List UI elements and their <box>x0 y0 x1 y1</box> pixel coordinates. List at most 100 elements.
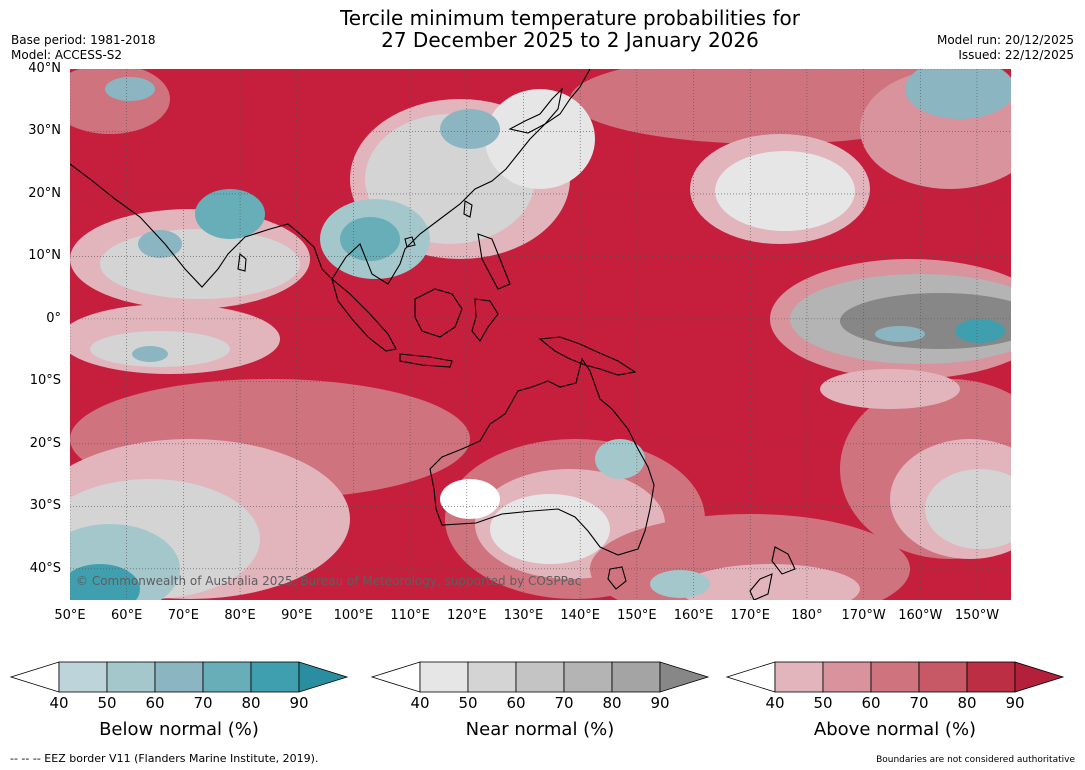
colorbar-tick-label: 70 <box>554 694 574 712</box>
longitude-label: 150°E <box>617 608 657 623</box>
colorbar-below-swatch <box>9 661 349 693</box>
longitude-label: 50°E <box>54 608 86 623</box>
colorbar-near-label: Near normal (%) <box>465 719 615 740</box>
colorbar-above-label: Above normal (%) <box>813 719 977 740</box>
longitude-label: 120°E <box>447 608 487 623</box>
meta-right: Model run: 20/12/2025 Issued: 22/12/2025 <box>937 33 1074 63</box>
borneo-coast <box>414 288 463 338</box>
colorbar-above <box>725 661 1065 693</box>
patch-cold-blue-1 <box>875 326 925 342</box>
colorbar-tick-label: 50 <box>458 694 478 712</box>
colorbar-max-arrow <box>659 661 710 693</box>
colorbar-tick-label: 40 <box>49 694 69 712</box>
latitude-label: 40°S <box>29 560 61 576</box>
patch-china-blue <box>440 109 500 149</box>
sumatra-coast <box>331 277 397 352</box>
colorbar-tick-label: 80 <box>957 694 977 712</box>
patch-cp-near <box>715 151 855 231</box>
colorbar-tick-label: 90 <box>650 694 670 712</box>
colorbar-tick-label: 60 <box>145 694 165 712</box>
longitude-label: 130°E <box>503 608 544 623</box>
colorbar-segment <box>515 661 565 693</box>
colorbar-segment <box>870 661 920 693</box>
latitude-label: 0° <box>46 310 61 326</box>
latitude-label: 10°S <box>29 373 61 389</box>
eez-legend: -- -- -- EEZ border V11 (Flanders Marine… <box>10 752 319 765</box>
patch-india-near <box>100 229 300 299</box>
colorbar-below <box>9 661 349 693</box>
longitude-label: 160°W <box>898 608 943 623</box>
patch-sep-near <box>925 469 1011 549</box>
colorbar-tick-label: 40 <box>765 694 785 712</box>
colorbar-tick-label: 60 <box>506 694 526 712</box>
colorbar-segment <box>918 661 968 693</box>
longitude-label: 170°E <box>730 608 770 623</box>
colorbar-segment <box>202 661 252 693</box>
model-name: Model: ACCESS-S2 <box>11 48 123 62</box>
colorbar-tick-label: 70 <box>909 694 929 712</box>
latitude-label: 30°S <box>29 498 61 514</box>
issued-date: Issued: 22/12/2025 <box>958 48 1074 62</box>
colorbar-max-arrow <box>298 661 349 693</box>
japan-coast <box>508 87 563 134</box>
patch-cold-blue-2 <box>955 319 1005 343</box>
philippines-coast <box>477 233 511 290</box>
asia-coast <box>70 69 591 288</box>
colorbar-tick-label: 70 <box>193 694 213 712</box>
colorbar-tick-label: 80 <box>241 694 261 712</box>
colorbar-segment <box>611 661 661 693</box>
patch-eio-blue <box>132 346 168 362</box>
colorbar-max-arrow <box>1014 661 1065 693</box>
colorbar-tick-label: 50 <box>813 694 833 712</box>
colorbar-tick-label: 60 <box>861 694 881 712</box>
taiwan-coast <box>463 200 473 218</box>
longitude-label: 160°E <box>673 608 714 623</box>
colorbar-tick-label: 90 <box>289 694 309 712</box>
new-zealand-north <box>771 546 796 575</box>
map-title-line-1: Tercile minimum temperature probabilitie… <box>339 6 801 30</box>
model-run: Model run: 20/12/2025 <box>936 33 1074 47</box>
meta-left: Base period: 1981-2018 Model: ACCESS-S2 <box>11 33 156 63</box>
longitude-label: 140°E <box>560 608 600 623</box>
copyright-notice: © Commonwealth of Australia 2025, Bureau… <box>76 574 582 588</box>
colorbar-tick-label: 50 <box>97 694 117 712</box>
patch-arabian-blue <box>138 230 182 258</box>
latitude-label: 30°N <box>28 123 61 139</box>
latitude-label: 20°S <box>29 435 61 451</box>
patch-aus-white <box>440 479 500 519</box>
colorbar-tick-label: 40 <box>410 694 430 712</box>
colorbar-near-swatch <box>370 661 710 693</box>
tasmania-coast <box>607 566 627 590</box>
colorbar-min-arrow <box>370 661 421 693</box>
longitude-label: 60°E <box>111 608 143 623</box>
patch-indochina-dark <box>340 217 400 261</box>
colorbar-tick-label: 80 <box>602 694 622 712</box>
patch-india-blue <box>195 189 265 239</box>
longitude-label: 170°W <box>841 608 886 623</box>
colorbar-segment <box>774 661 824 693</box>
colorbar-above-swatch <box>725 661 1065 693</box>
colorbar-segment <box>822 661 872 693</box>
australia-coast <box>429 357 655 556</box>
colorbar-segment <box>250 661 300 693</box>
patch-spcz-pink <box>820 369 960 409</box>
longitude-label: 110°E <box>390 608 430 623</box>
colorbar-below-label: Below normal (%) <box>99 719 259 740</box>
colorbar-min-arrow <box>725 661 776 693</box>
longitude-label: 150°W <box>954 608 1000 623</box>
patch-aus-near <box>490 494 610 564</box>
patch-nw-blue <box>105 77 155 101</box>
colorbar-segment <box>563 661 613 693</box>
latitude-label: 10°N <box>28 248 61 264</box>
map-canvas <box>70 69 1011 600</box>
java-coast <box>399 353 453 368</box>
patch-tasman-blue <box>650 570 710 598</box>
longitude-label: 100°E <box>333 608 374 623</box>
longitude-label: 80°E <box>224 608 256 623</box>
base-period: Base period: 1981-2018 <box>11 33 156 47</box>
colorbar-segment <box>467 661 517 693</box>
latitude-label: 20°N <box>28 185 61 201</box>
longitude-label: 70°E <box>167 608 199 623</box>
longitude-label: 180° <box>791 608 823 623</box>
colorbar-min-arrow <box>9 661 60 693</box>
